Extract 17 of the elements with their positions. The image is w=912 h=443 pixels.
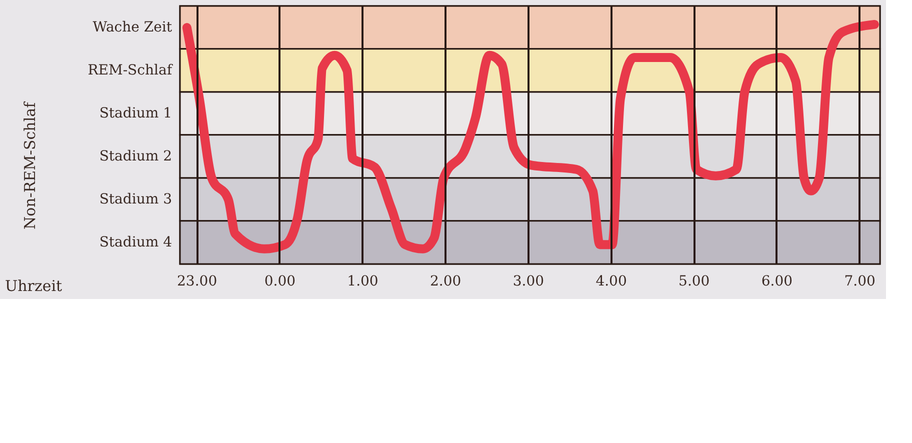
x-tick-label: 5.00 — [678, 274, 710, 290]
x-tick-label: 23.00 — [177, 274, 218, 290]
x-tick-label: 7.00 — [844, 274, 876, 290]
x-tick-label: 3.00 — [512, 274, 544, 290]
text: Uhrzeit — [5, 277, 62, 295]
band-label: Stadium 4 — [99, 234, 172, 250]
x-tick-label: 1.00 — [347, 274, 378, 290]
x-tick-label: 6.00 — [761, 274, 793, 290]
band-label: Wache Zeit — [92, 19, 172, 36]
x-tick-label: 4.00 — [596, 274, 627, 290]
x-tick-label: 2.00 — [430, 274, 462, 290]
band-label: Stadium 2 — [99, 148, 172, 164]
band-label: Stadium 1 — [99, 105, 172, 122]
band-label: Stadium 3 — [99, 191, 172, 208]
x-tick-label: 0.00 — [264, 274, 296, 290]
band-label: REM-Schlaf — [88, 62, 174, 78]
text: Non-REM-Schlaf — [21, 100, 39, 230]
